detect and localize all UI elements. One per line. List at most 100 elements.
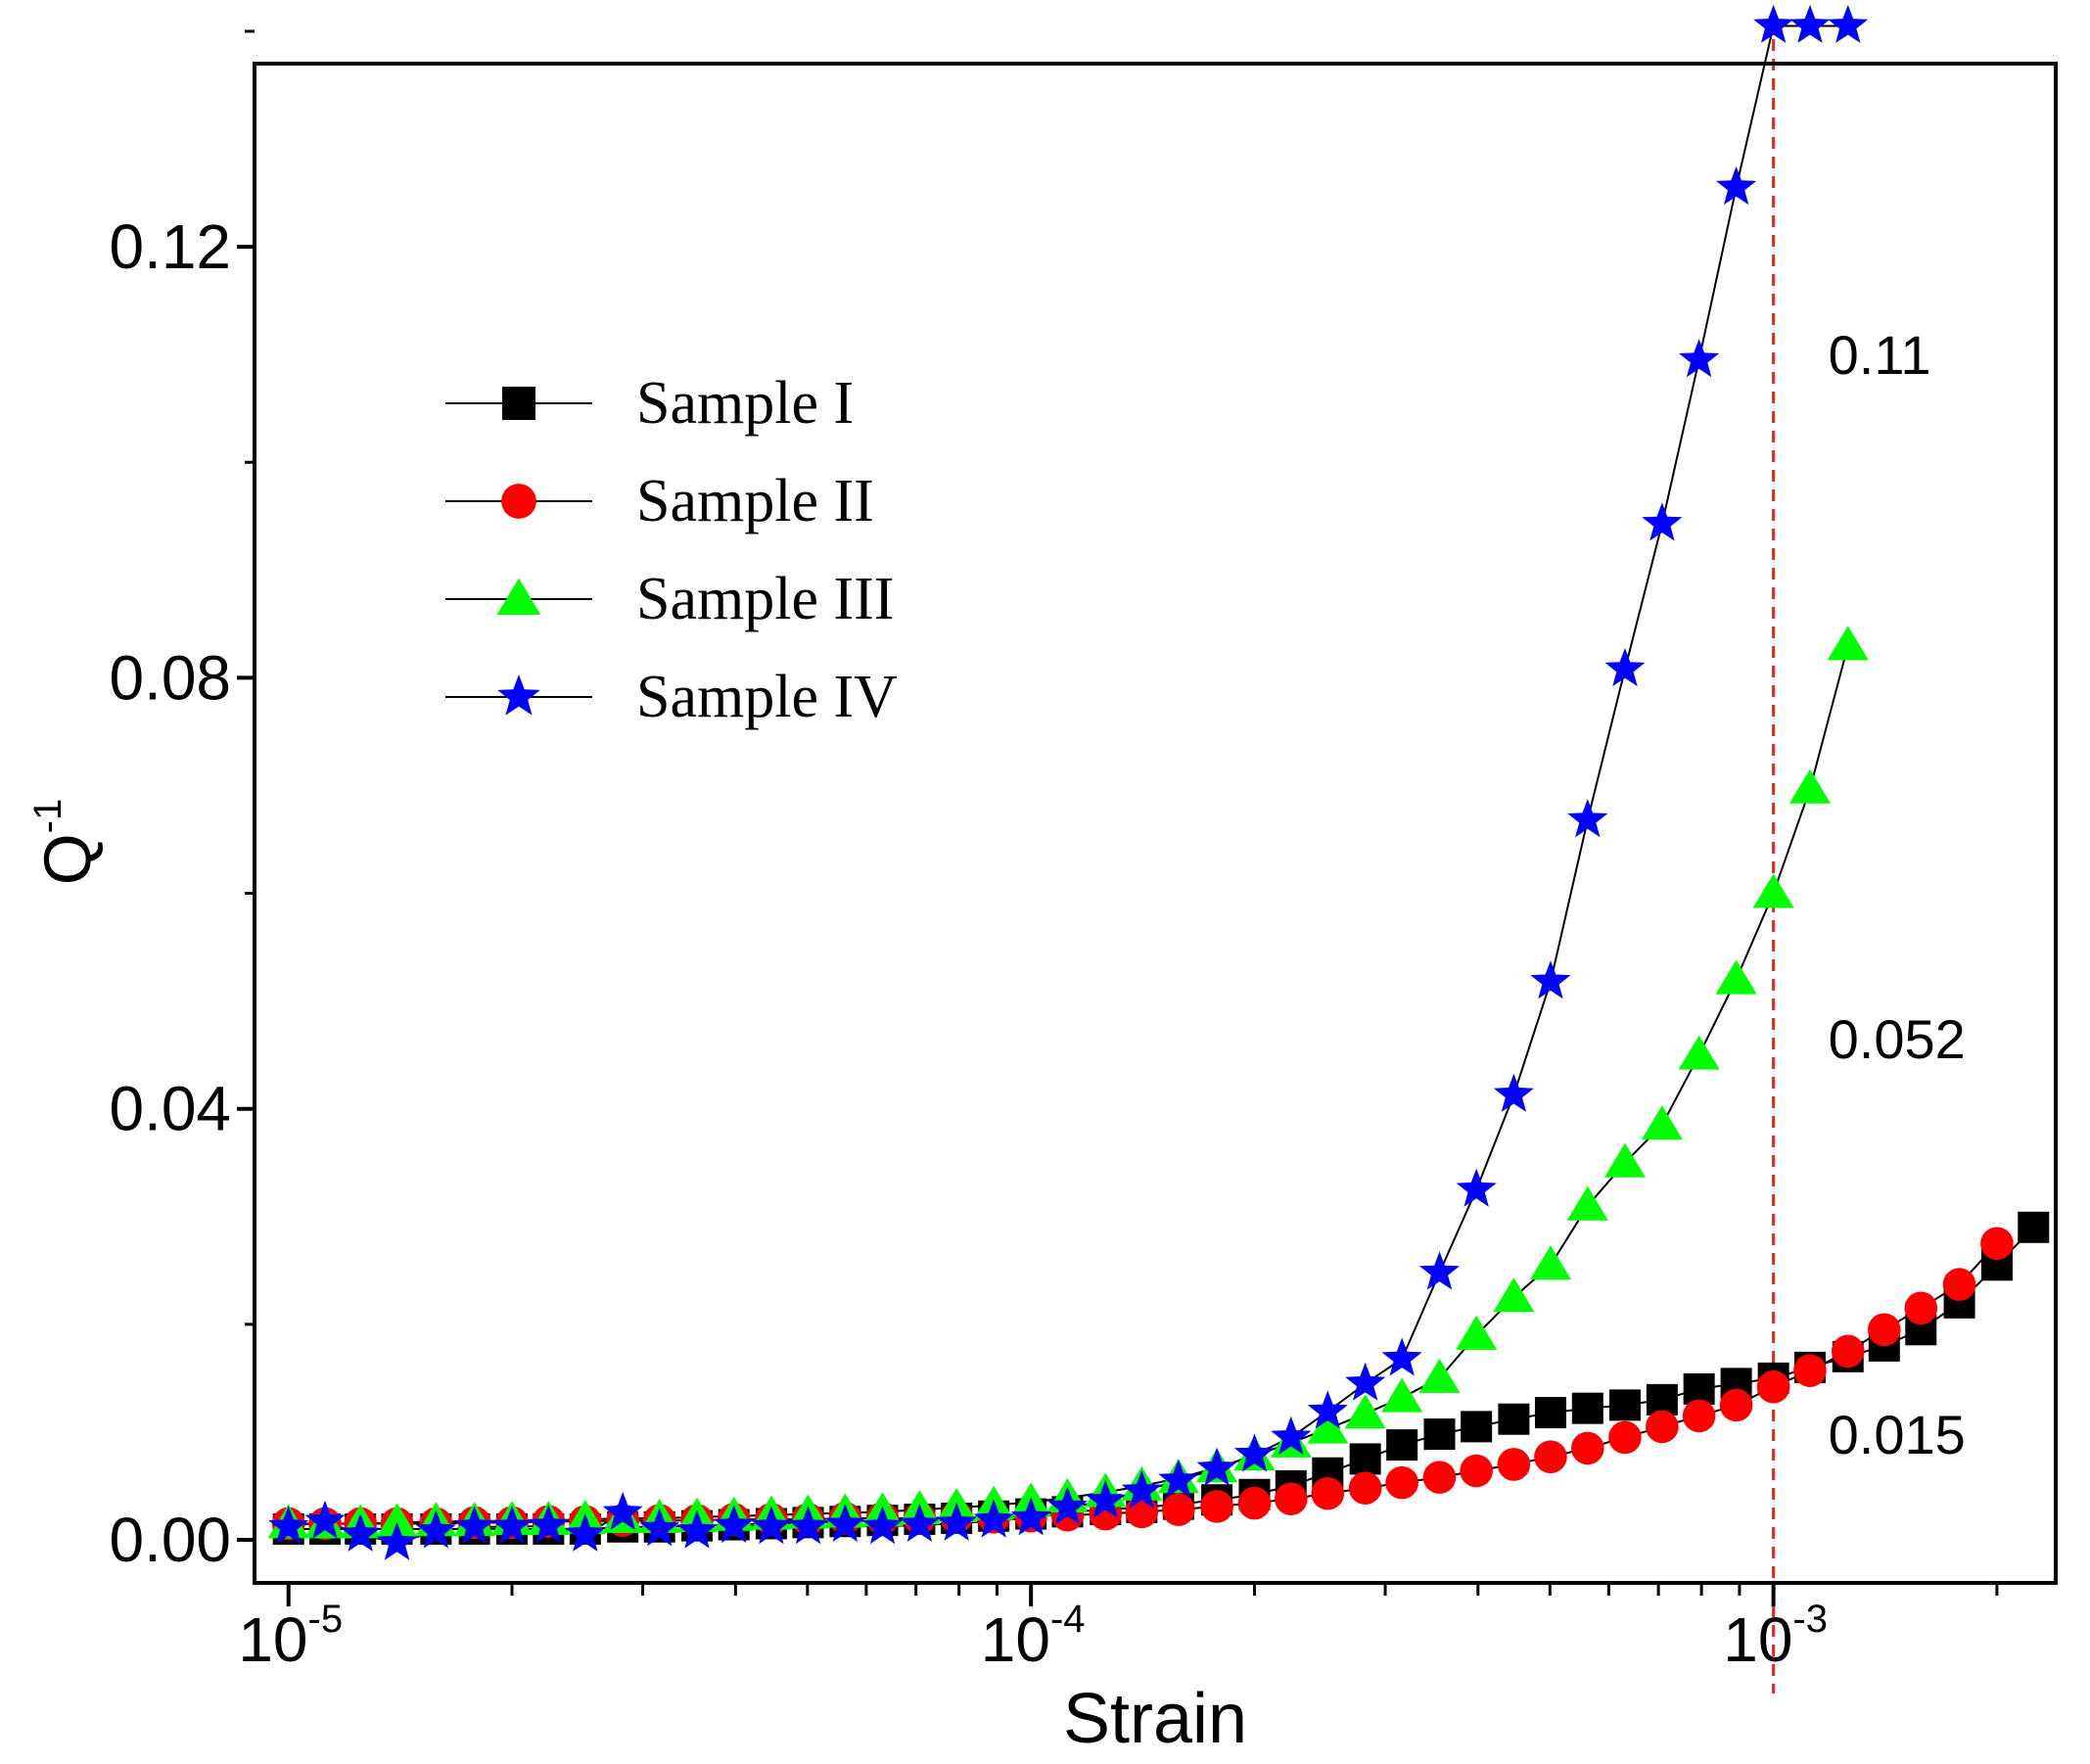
data-point [1980,1227,2014,1261]
data-point [1534,1397,1566,1429]
x-tick-label: 10-4 [981,1598,1086,1675]
svg-text:Q-1: Q-1 [26,799,105,885]
data-point [1121,1469,1162,1509]
legend-marker [497,674,540,716]
data-point [454,1506,495,1545]
data-point [1085,1479,1126,1518]
y-axis-label-superscript: -1 [26,799,70,834]
data-point [1275,1482,1308,1515]
legend-item: Sample I [445,370,854,437]
data-point [1381,1337,1422,1376]
legend-label: Sample II [636,468,874,534]
data-point [1828,4,1869,43]
data-point [1608,1420,1642,1455]
data-point [1752,873,1794,908]
data-point [1386,1429,1418,1462]
y-axis-label: Q-1 [26,799,105,885]
axis-ticks [237,29,1999,1606]
data-point [1567,799,1608,838]
series-line-4 [288,24,1848,1545]
x-tick-label-exp: -5 [308,1598,344,1641]
data-point [304,1500,346,1539]
data-point [1460,1454,1493,1488]
data-point [1679,339,1720,378]
data-point [1904,1291,1938,1325]
data-point [1493,1073,1534,1112]
data-point [1237,1486,1272,1520]
data-point [1349,1443,1381,1475]
data-point [1311,1476,1345,1510]
y-tick-label: 0.00 [109,1505,231,1575]
data-point [1422,1461,1457,1494]
plot-frame [253,62,2058,1585]
data-point [1827,626,1869,661]
data-point [1753,4,1794,43]
annotation-label: 0.015 [1829,1404,1966,1465]
data-point [1868,1313,1901,1347]
data-point [340,1512,381,1552]
data-point [1942,1268,1976,1301]
data-point [973,1499,1014,1538]
data-point [1345,1362,1386,1401]
data-point [788,1506,828,1545]
data-point [2018,1211,2050,1243]
data-point [936,1502,977,1541]
data-point [1788,768,1831,804]
y-tick-label: 0.12 [109,211,231,282]
data-point [1233,1433,1275,1472]
data-point [1646,1383,1678,1416]
annotations: 0.11 0.052 0.015 [1829,324,1966,1465]
data-point [1307,1409,1349,1444]
series-markers [267,4,2050,1560]
x-tick-label-exp: -4 [1050,1598,1086,1641]
y-axis-label-main: Q [30,833,105,885]
data-point [1423,1418,1456,1451]
legend-item: Sample IV [445,664,898,730]
data-point [1529,1245,1571,1280]
x-tick-label-exp: -3 [1792,1598,1828,1641]
data-point [1831,1334,1865,1369]
data-point [376,1503,418,1538]
x-tick-label-base: 10 [238,1604,307,1675]
legend-marker [501,484,536,519]
data-point [1678,1035,1720,1070]
data-point [1497,1448,1531,1481]
data-point [1348,1471,1382,1505]
data-point [899,1504,940,1542]
data-point [1716,166,1757,206]
data-point [639,1508,680,1547]
data-point [1571,1431,1604,1465]
data-point [1683,1372,1715,1405]
data-point [862,1506,903,1545]
data-point [415,1509,456,1549]
y-tick-label: 0.08 [109,642,231,713]
data-point [377,1521,418,1560]
data-point [1571,1392,1603,1424]
data-point [1456,1168,1497,1207]
data-point [565,1512,606,1552]
x-tick-label-base: 10 [1723,1604,1792,1675]
data-point [1344,1394,1386,1429]
data-point [1418,1251,1460,1290]
x-tick-label-base: 10 [981,1604,1050,1675]
data-point [491,1506,533,1545]
data-point [676,1509,718,1549]
legend-item: Sample III [445,566,894,632]
data-point [1196,1447,1237,1486]
series-markers-4 [268,4,1869,1560]
legend-label: Sample I [636,370,854,437]
data-point [1010,1497,1051,1536]
x-tick-label: 10-5 [238,1598,343,1675]
series-curves [288,24,2035,1545]
legend: Sample I Sample II Sample III Sample IV [445,370,898,730]
data-point [1603,1142,1646,1178]
data-point [824,1504,865,1542]
data-point [528,1505,569,1544]
data-point [1715,959,1757,995]
data-point [1566,1185,1608,1221]
data-point [1641,1105,1683,1140]
data-point [1498,1403,1530,1435]
data-point [602,1491,643,1530]
annotation-label: 0.11 [1829,324,1931,386]
